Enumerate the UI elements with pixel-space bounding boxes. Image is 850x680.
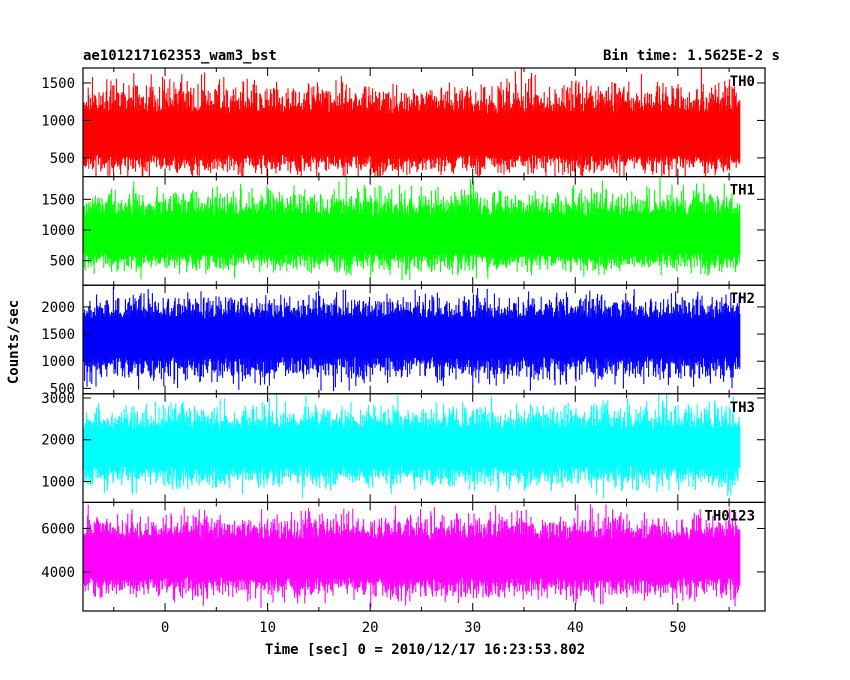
y-tick-label: 4000 (41, 565, 75, 581)
y-tick-label: 500 (50, 381, 75, 397)
panel-frame-th0123 (82, 501, 766, 612)
y-tick-label: 1000 (41, 354, 75, 370)
y-tick-label: 1000 (41, 223, 75, 239)
series-th0 (83, 68, 741, 177)
panel-label-th1: TH1 (730, 183, 755, 199)
y-tick-label: 1500 (41, 192, 75, 208)
x-tick-label: 40 (567, 620, 584, 636)
x-tick-label: 0 (161, 620, 169, 636)
y-tick-label: 500 (50, 254, 75, 270)
series-th0123 (83, 503, 741, 608)
series-th1 (83, 176, 741, 281)
panel-label-th0: TH0 (730, 74, 755, 90)
y-tick-label: 1000 (41, 475, 75, 491)
panel-label-th2: TH2 (730, 291, 755, 307)
y-tick-label: 500 (50, 151, 75, 167)
y-axis-label: Counts/sec (6, 300, 22, 384)
x-tick-label: 20 (362, 620, 379, 636)
series-th3 (83, 393, 741, 499)
y-tick-label: 3000 (41, 391, 75, 407)
x-tick-label: 30 (464, 620, 481, 636)
series-th2 (83, 286, 741, 392)
x-tick-label: 50 (669, 620, 686, 636)
panel-label-th0123: TH0123 (704, 508, 755, 524)
y-tick-label: 1500 (41, 327, 75, 343)
x-tick-label: 10 (259, 620, 276, 636)
y-tick-label: 1500 (41, 76, 75, 92)
x-axis-label: Time [sec] 0 = 2010/12/17 16:23:53.802 (265, 642, 585, 658)
y-tick-label: 2000 (41, 300, 75, 316)
y-tick-label: 1000 (41, 113, 75, 129)
y-tick-label: 6000 (41, 521, 75, 537)
bin-time-label: Bin time: 1.5625E-2 s (603, 48, 780, 64)
y-tick-label: 2000 (41, 433, 75, 449)
panel-label-th3: TH3 (730, 400, 755, 416)
chart-title: ae101217162353_wam3_bst (83, 48, 277, 64)
